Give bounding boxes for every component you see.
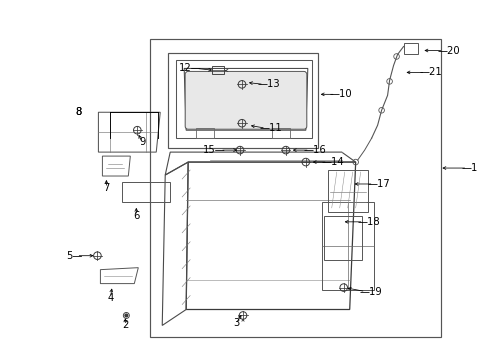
- Text: —21: —21: [419, 67, 441, 77]
- Bar: [168, 54, 317, 148]
- Bar: [212, 67, 224, 75]
- FancyBboxPatch shape: [185, 71, 306, 129]
- Text: —20: —20: [437, 45, 459, 55]
- Text: 6: 6: [133, 211, 139, 221]
- Text: —10: —10: [329, 89, 352, 99]
- Text: —11: —11: [260, 123, 282, 133]
- Text: —13: —13: [258, 79, 280, 89]
- Text: —16: —16: [303, 145, 326, 155]
- Text: 8: 8: [75, 107, 81, 117]
- Text: 9: 9: [139, 137, 145, 147]
- Bar: [150, 39, 441, 337]
- Text: —14: —14: [321, 157, 344, 167]
- Text: 3: 3: [232, 319, 239, 328]
- Text: 4: 4: [107, 293, 113, 302]
- Text: —19: —19: [359, 287, 382, 297]
- Text: 8: 8: [75, 107, 81, 117]
- Text: —18: —18: [357, 217, 380, 227]
- Text: 5—: 5—: [66, 251, 82, 261]
- Text: 12—: 12—: [179, 63, 202, 73]
- Text: —1: —1: [461, 163, 477, 173]
- Text: —17: —17: [367, 179, 389, 189]
- Bar: [403, 42, 417, 54]
- Circle shape: [125, 314, 127, 317]
- Text: 7: 7: [103, 183, 109, 193]
- Text: 2: 2: [122, 320, 128, 330]
- Text: 15—: 15—: [203, 145, 225, 155]
- Bar: [321, 202, 373, 289]
